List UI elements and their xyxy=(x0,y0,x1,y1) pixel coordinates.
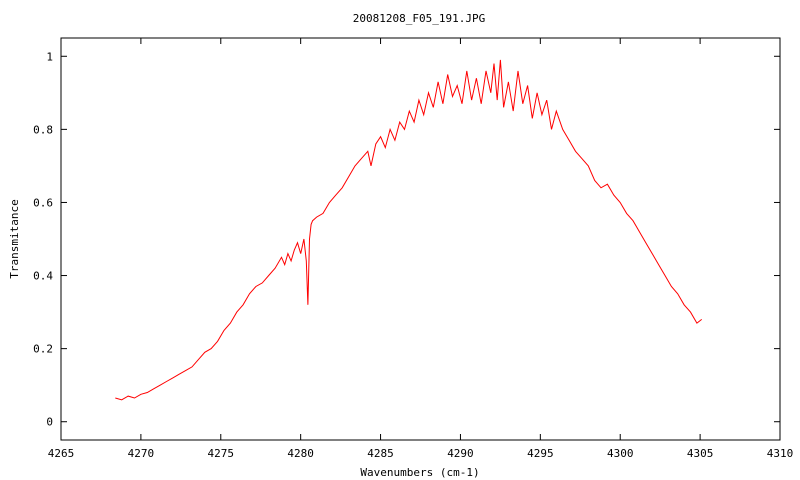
y-tick-label: 0.8 xyxy=(33,123,53,136)
x-tick-label: 4295 xyxy=(527,447,554,460)
x-tick-label: 4300 xyxy=(607,447,634,460)
x-tick-label: 4285 xyxy=(367,447,394,460)
y-tick-label: 1 xyxy=(46,50,53,63)
plot-frame xyxy=(60,37,781,441)
y-tick-label: 0 xyxy=(46,416,53,429)
x-tick-label: 4290 xyxy=(447,447,474,460)
x-axis: 4265 4270 4275 4280 4285 4290 4295 4300 4305 4310 xyxy=(48,38,794,460)
y-axis-label: Transmitance xyxy=(8,199,21,278)
transmittance-series-line xyxy=(115,59,703,401)
y-tick-label: 0.4 xyxy=(33,270,53,283)
x-tick-label: 4265 xyxy=(48,447,75,460)
series-layer xyxy=(115,59,703,401)
y-tick-label: 0.6 xyxy=(33,196,53,209)
y-axis: 0 0.2 0.4 0.6 0.8 1 xyxy=(33,50,780,429)
x-tick-label: 4305 xyxy=(687,447,714,460)
y-tick-label: 0.2 xyxy=(33,343,53,356)
chart-title: 20081208_F05_191.JPG xyxy=(353,12,485,25)
x-tick-label: 4275 xyxy=(208,447,235,460)
x-tick-label: 4270 xyxy=(128,447,155,460)
x-tick-label: 4280 xyxy=(287,447,314,460)
x-axis-label: Wavenumbers (cm-1) xyxy=(360,466,479,479)
x-tick-label: 4310 xyxy=(767,447,794,460)
